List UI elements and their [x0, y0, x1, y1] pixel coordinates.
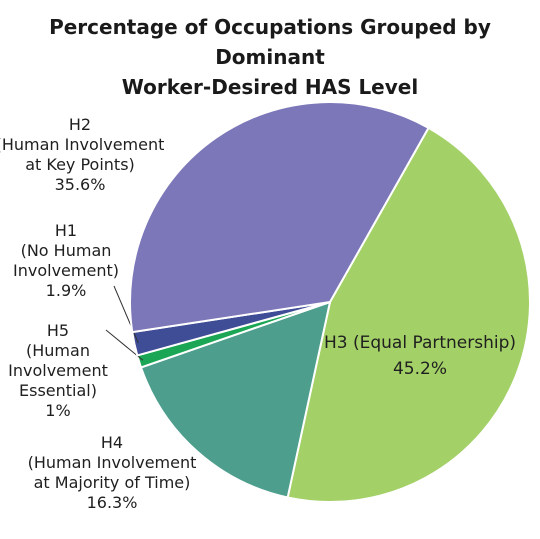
slice-label-1-2: at Majority of Time)	[34, 473, 191, 492]
pie-slice-4	[129, 101, 430, 334]
slice-label-2-2: Involvement	[8, 361, 108, 380]
chart-title-line-1: Percentage of Occupations Grouped by Dom…	[49, 15, 491, 69]
slice-label-2-0: H5	[47, 321, 69, 340]
slice-value-label-1: 16.3%	[87, 493, 138, 512]
leader-line-3	[113, 285, 139, 344]
slice-value-label-0: 45.2%	[393, 359, 447, 379]
chart-title-line-2: Worker-Desired HAS Level	[121, 75, 419, 99]
pie-slice-1	[139, 300, 332, 499]
slice-label-4-1: (Human Involvement	[0, 135, 164, 154]
pie-slice-0	[286, 126, 531, 503]
slice-label-3-2: Involvement)	[13, 261, 119, 280]
slice-label-4-2: at Key Points)	[25, 155, 135, 174]
slice-value-label-4: 35.6%	[55, 175, 106, 194]
slice-label-2-1: (Human	[26, 341, 90, 360]
slice-label-2-3: Essential)	[19, 381, 97, 400]
slice-label-1-1: (Human Involvement	[28, 453, 197, 472]
chart-title: Percentage of Occupations Grouped by Dom…	[0, 12, 540, 102]
slice-label-3-1: (No Human	[21, 241, 112, 260]
slice-label-1-0: H4	[101, 433, 123, 452]
slice-label-3-0: H1	[55, 221, 77, 240]
slice-value-label-2: 1%	[45, 401, 70, 420]
slice-label-4-0: H2	[69, 115, 91, 134]
slice-value-label-3: 1.9%	[46, 281, 87, 300]
slice-label-0-0: H3 (Equal Partnership)	[324, 333, 516, 353]
